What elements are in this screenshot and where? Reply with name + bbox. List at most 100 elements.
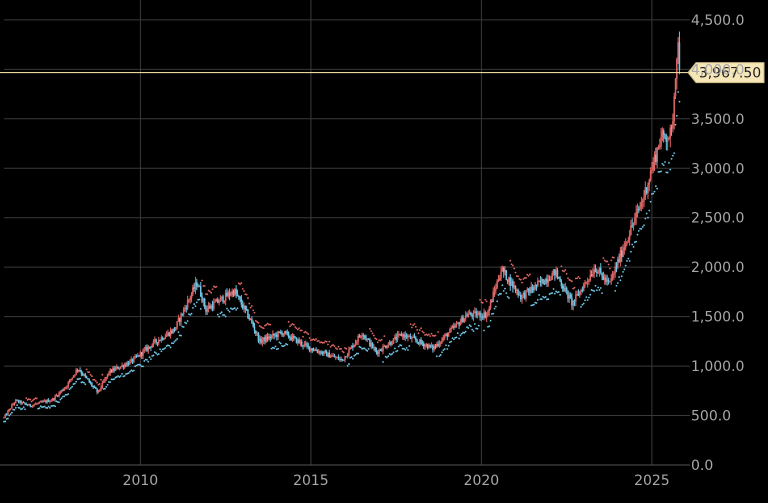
candle-body	[432, 345, 434, 350]
candle-body	[249, 318, 252, 320]
candle-body	[266, 336, 269, 340]
candle-body	[198, 286, 201, 288]
stop-dot	[678, 100, 681, 103]
candle-body	[291, 335, 294, 340]
candle-body	[497, 280, 500, 282]
stop-dot	[193, 303, 196, 305]
candle-body	[398, 334, 400, 336]
stop-dot	[45, 407, 47, 409]
stop-dot	[159, 348, 161, 351]
candle-body	[580, 290, 582, 292]
candle-body	[636, 208, 639, 212]
stop-dot	[235, 308, 238, 311]
candle-body	[378, 349, 380, 354]
stop-dot	[403, 347, 405, 350]
candle-body	[209, 306, 211, 309]
stop-dot	[501, 284, 504, 287]
stop-dot	[641, 226, 644, 228]
candle-body	[158, 340, 160, 344]
candle-body	[110, 369, 113, 373]
stop-dot	[286, 343, 289, 346]
candle-body	[159, 340, 161, 342]
candle-body	[446, 333, 449, 337]
stop-dot	[450, 340, 453, 343]
candle-body	[479, 312, 481, 318]
stop-dot	[523, 277, 526, 279]
candle-body	[525, 290, 527, 299]
y-tick-label: 1,000.0	[691, 359, 744, 375]
stop-dot	[155, 352, 158, 355]
stop-dot	[416, 328, 419, 331]
stop-dot	[96, 381, 99, 384]
candle-body	[552, 269, 555, 273]
candle-body	[55, 395, 58, 397]
stop-dot	[476, 327, 479, 330]
stop-dot	[26, 398, 29, 401]
stop-dot	[300, 329, 303, 332]
candle-body	[458, 322, 460, 326]
stop-dot	[555, 290, 558, 293]
candle-body	[651, 170, 653, 172]
candle-body	[332, 355, 334, 357]
candle-body	[236, 293, 239, 296]
stop-dot	[250, 305, 253, 307]
candle-body	[544, 278, 547, 285]
stop-dot	[173, 340, 176, 343]
stop-dot	[635, 240, 638, 243]
stop-dot	[266, 322, 269, 325]
candle-body	[404, 334, 407, 338]
candle-body	[382, 346, 384, 352]
stop-dot	[147, 360, 150, 363]
stop-dot	[25, 397, 28, 400]
stop-dot	[254, 319, 257, 322]
stop-dot	[426, 334, 429, 337]
candle-body	[521, 294, 523, 300]
candle-body	[286, 332, 289, 334]
stop-dot	[494, 305, 497, 308]
candle-body	[283, 331, 286, 334]
stop-dot	[645, 212, 648, 215]
candle-body	[243, 305, 245, 309]
stop-dot	[614, 289, 617, 292]
candle-body	[160, 337, 163, 341]
stop-dot	[581, 303, 584, 306]
candle-body	[135, 356, 138, 358]
stop-dot	[479, 298, 481, 301]
candle-body	[369, 339, 371, 347]
stop-dot	[164, 347, 167, 349]
candle-body	[439, 342, 442, 344]
candle-body	[81, 373, 84, 376]
candle-body	[232, 291, 235, 296]
candle-body	[434, 346, 437, 348]
candle-body	[42, 401, 45, 403]
candle-body	[71, 377, 73, 380]
candle-body	[653, 154, 656, 162]
stop-dot	[673, 152, 676, 154]
candle-body	[672, 121, 674, 128]
candle-body	[319, 351, 321, 354]
candle-body	[169, 330, 172, 336]
candle-body	[67, 382, 70, 387]
candle-body	[252, 322, 254, 327]
candle-body	[106, 373, 109, 377]
candle-body	[231, 291, 233, 295]
stop-dot	[287, 320, 290, 323]
candle-body	[279, 332, 282, 334]
stop-dot	[186, 320, 189, 322]
y-tick-label: 4,000.0	[691, 62, 744, 78]
stop-dot	[376, 341, 379, 344]
candle-body	[41, 401, 43, 403]
stop-dot	[327, 343, 329, 346]
candle-body	[175, 327, 177, 331]
candle-body	[265, 336, 268, 342]
candle-body	[201, 296, 203, 302]
stop-dot	[584, 299, 586, 302]
candle-body	[589, 275, 592, 280]
candle-body	[259, 338, 261, 342]
stop-dot	[79, 377, 81, 380]
stop-dot	[282, 345, 285, 348]
stop-dot	[442, 349, 445, 351]
candle-body	[134, 356, 136, 358]
